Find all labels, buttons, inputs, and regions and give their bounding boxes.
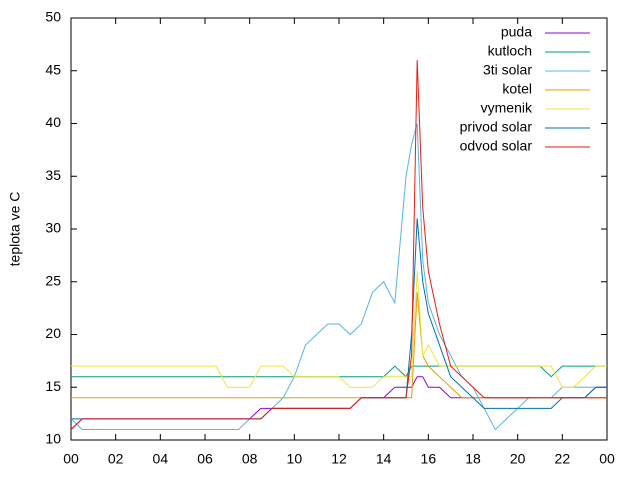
series-line (70, 60, 607, 430)
legend-label: 3ti solar (483, 62, 532, 78)
legend-label: privod solar (460, 119, 533, 135)
series-line (71, 292, 607, 399)
y-axis-label: teplota ve C (7, 192, 23, 267)
y-tick-label: 15 (45, 378, 61, 394)
series-line (71, 365, 607, 378)
x-tick-label: 14 (376, 451, 392, 467)
legend-label: puda (501, 24, 532, 40)
x-tick-label: 16 (421, 451, 437, 467)
y-tick-label: 50 (45, 9, 61, 25)
series-line (70, 376, 607, 430)
x-tick-label: 04 (153, 451, 169, 467)
x-tick-label: 10 (287, 451, 303, 467)
x-tick-label: 12 (331, 451, 347, 467)
y-tick-label: 25 (45, 272, 61, 288)
x-tick-label: 00 (63, 451, 79, 467)
series-line (71, 271, 607, 388)
y-tick-label: 35 (45, 167, 61, 183)
legend-label: odvod solar (460, 138, 533, 154)
x-tick-label: 08 (242, 451, 258, 467)
x-tick-label: 18 (465, 451, 481, 467)
x-tick-label: 00 (599, 451, 615, 467)
x-tick-label: 20 (510, 451, 526, 467)
series-line (71, 218, 607, 420)
legend-label: vymenik (481, 100, 533, 116)
y-tick-label: 40 (45, 114, 61, 130)
y-tick-label: 20 (45, 325, 61, 341)
y-tick-label: 10 (45, 431, 61, 447)
series-line (70, 123, 607, 431)
y-tick-label: 45 (45, 61, 61, 77)
legend-label: kutloch (488, 43, 532, 59)
legend-label: kotel (502, 81, 532, 97)
x-tick-label: 06 (197, 451, 213, 467)
x-tick-label: 22 (555, 451, 571, 467)
y-tick-label: 30 (45, 220, 61, 236)
x-tick-label: 02 (108, 451, 124, 467)
